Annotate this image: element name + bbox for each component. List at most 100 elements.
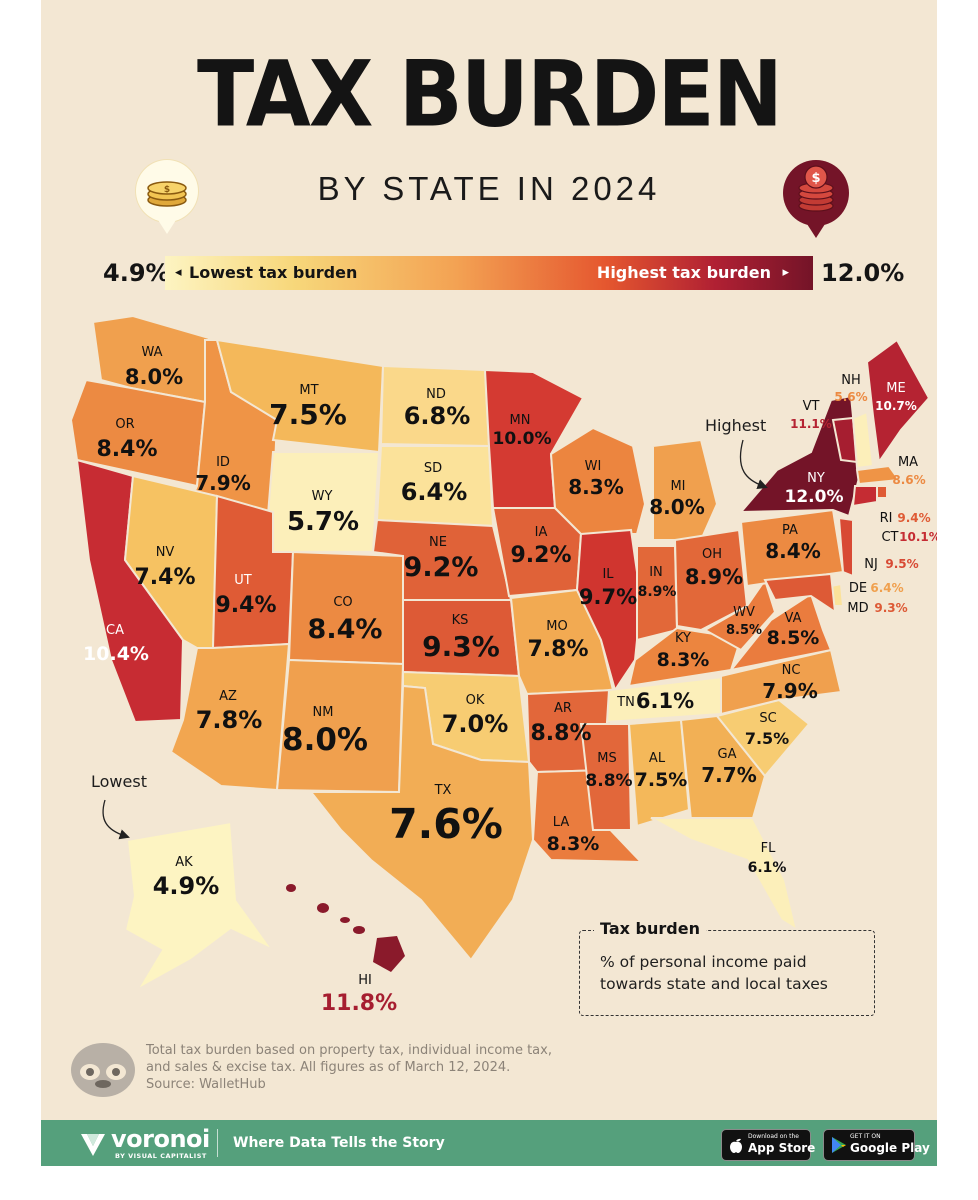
state-value-wa: 8.0%: [125, 365, 183, 389]
state-abbr-in: IN: [649, 565, 663, 580]
state-shape-ms[interactable]: [579, 723, 633, 831]
state-label-tn: TN 6.1%: [616, 689, 694, 713]
state-shape-mi[interactable]: [652, 438, 719, 541]
state-abbr-al: AL: [649, 751, 666, 766]
state-label-wy: WY 5.7%: [287, 489, 359, 537]
state-abbr-wv: WV: [733, 605, 755, 620]
state-label-az: AZ 7.8%: [196, 689, 263, 734]
state-abbr-ca: CA: [106, 623, 124, 638]
state-label-ms: MS 8.8%: [585, 751, 632, 791]
state-value-ks: 9.3%: [422, 630, 500, 663]
state-abbr-de: DE: [849, 581, 867, 596]
footnote-source: Source: WalletHub: [146, 1077, 266, 1092]
state-value-ms: 8.8%: [585, 771, 632, 791]
state-label-va: VA8.5%: [767, 611, 820, 649]
state-shape-ri[interactable]: [876, 485, 888, 499]
state-value-tn: 6.1%: [636, 689, 694, 713]
state-value-md: 9.3%: [874, 601, 907, 615]
state-shape-md[interactable]: [763, 572, 837, 615]
state-label-sd: SD 6.4%: [401, 461, 468, 506]
callout-description: % of personal income paid towards state …: [600, 953, 828, 993]
state-shape-nh[interactable]: [851, 410, 875, 470]
state-shape-va[interactable]: [728, 592, 833, 672]
state-label-de: DE 6.4%: [849, 581, 904, 596]
state-value-pa: 8.4%: [765, 539, 820, 563]
state-value-ga: 7.7%: [701, 763, 756, 787]
state-label-fl: FL 6.1%: [748, 841, 787, 876]
app-store-button[interactable]: Download on the App Store: [721, 1129, 815, 1161]
state-value-ut: 9.4%: [215, 593, 276, 618]
state-label-ca: CA 10.4%: [83, 623, 149, 665]
state-shape-ct[interactable]: [851, 485, 878, 508]
state-abbr-md: MD: [847, 601, 868, 616]
left-arrow-icon: ◂: [175, 265, 182, 280]
state-shape-ak[interactable]: [123, 820, 274, 993]
app-store-small-text: Download on the: [748, 1133, 799, 1140]
state-abbr-id: ID: [216, 455, 230, 470]
state-abbr-la: LA: [553, 815, 570, 830]
state-value-la: 8.3%: [547, 833, 600, 855]
state-label-hi: HI 11.8%: [321, 973, 397, 1016]
state-label-nd: ND6.8%: [404, 387, 471, 430]
state-abbr-ky: KY: [675, 631, 691, 646]
state-value-mn: 10.0%: [493, 429, 552, 449]
state-label-wv: WV 8.5%: [726, 605, 762, 638]
state-abbr-sc: SC: [759, 711, 776, 726]
state-abbr-va: VA: [785, 611, 802, 626]
callout-title: Tax burden: [594, 919, 706, 938]
state-shape-ga[interactable]: [679, 714, 767, 822]
state-value-nv: 7.4%: [134, 565, 195, 590]
state-shape-fl[interactable]: [650, 817, 799, 933]
state-abbr-ct: CT: [881, 530, 898, 545]
state-value-ca: 10.4%: [83, 643, 149, 665]
highest-annotation: Highest: [705, 416, 767, 435]
state-label-in: IN 8.9%: [638, 565, 677, 600]
state-label-ky: KY 8.3%: [657, 631, 710, 671]
state-abbr-ut: UT: [234, 573, 252, 588]
state-label-nh: NH 5.6%: [834, 373, 867, 404]
state-abbr-ar: AR: [554, 701, 572, 716]
state-shape-nj[interactable]: [837, 516, 854, 578]
state-shape-wv[interactable]: [702, 577, 777, 652]
google-play-small-text: GET IT ON: [850, 1133, 881, 1140]
state-shape-ny[interactable]: [738, 394, 861, 518]
state-label-ut: UT 9.4%: [215, 573, 276, 618]
state-shape-me[interactable]: [865, 338, 931, 465]
state-label-ma: MA 8.6%: [892, 455, 925, 487]
state-label-sc: SC 7.5%: [745, 711, 789, 748]
state-shape-tx[interactable]: [308, 684, 535, 962]
footnote: Total tax burden based on property tax, …: [146, 1042, 566, 1093]
state-value-az: 7.8%: [196, 706, 263, 734]
state-label-or: OR 8.4%: [96, 417, 157, 462]
state-value-mt: 7.5%: [269, 398, 347, 431]
legend-gradient-bar: ◂ Lowest tax burden Highest tax burden ▸: [165, 256, 813, 290]
state-shape-ma[interactable]: [855, 464, 901, 486]
google-play-button[interactable]: GET IT ON Google Play: [823, 1129, 930, 1161]
state-value-ma: 8.6%: [892, 473, 925, 487]
state-value-fl: 6.1%: [748, 860, 787, 876]
state-shape-il[interactable]: [575, 528, 643, 693]
state-abbr-nm: NM: [313, 705, 334, 720]
state-value-nd: 6.8%: [404, 402, 471, 430]
state-abbr-nv: NV: [156, 545, 175, 560]
state-abbr-ri: RI: [880, 511, 893, 526]
state-shape-hi[interactable]: [286, 884, 405, 972]
state-shape-wi[interactable]: [549, 426, 647, 535]
state-value-ar: 8.8%: [530, 721, 591, 746]
state-value-tx: 7.6%: [389, 800, 503, 848]
high-coin-pointer: [807, 224, 825, 238]
state-value-il: 9.7%: [579, 585, 637, 609]
footer-divider: [217, 1129, 218, 1157]
svg-text:$: $: [164, 185, 170, 195]
state-value-al: 7.5%: [635, 769, 688, 791]
svg-text:$: $: [811, 171, 820, 186]
state-abbr-nd: ND: [426, 387, 446, 402]
legend-high-label: Highest tax burden: [596, 263, 771, 282]
state-shape-az[interactable]: [169, 642, 291, 792]
legend-min-value: 4.9%: [103, 259, 170, 287]
state-abbr-tx: TX: [434, 783, 452, 798]
state-abbr-or: OR: [115, 417, 134, 432]
state-label-mt: MT7.5%: [269, 383, 347, 431]
state-abbr-ny: NY: [807, 471, 825, 486]
state-label-ak: AK 4.9%: [153, 855, 220, 900]
